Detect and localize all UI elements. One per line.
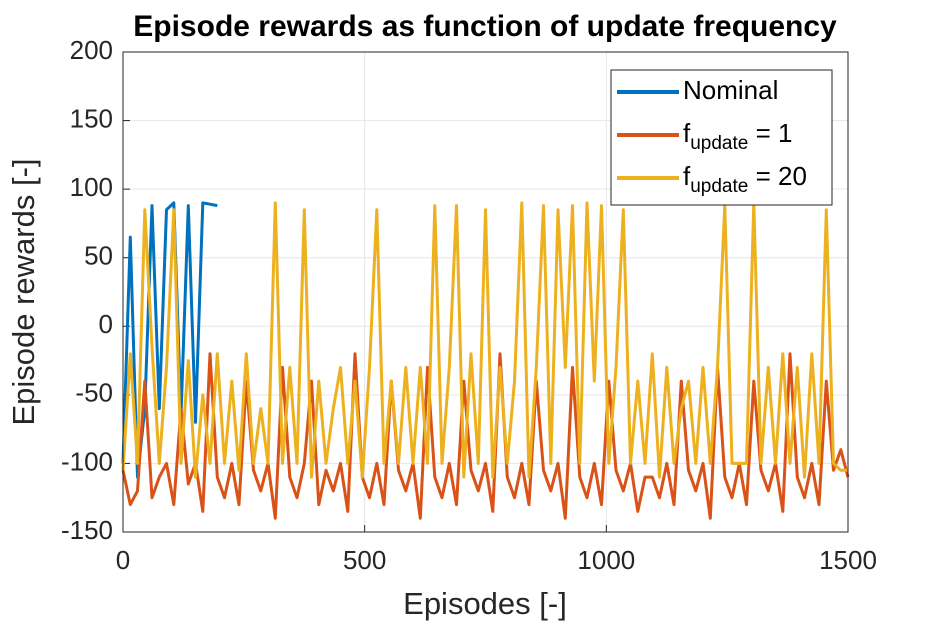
legend-label: fupdate = 20 (683, 161, 807, 197)
legend-label: Nominal (683, 75, 778, 105)
y-tick-label: 50 (84, 241, 113, 271)
series-line (121, 352, 850, 520)
y-tick-label: 200 (70, 35, 113, 65)
x-tick-label: 1000 (577, 545, 635, 575)
y-tick-label: 150 (70, 103, 113, 133)
y-tick-label: 0 (99, 309, 113, 339)
y-tick-label: 100 (70, 172, 113, 202)
series-line (121, 201, 848, 479)
y-tick-label: -100 (61, 446, 113, 476)
chart-title: Episode rewards as function of update fr… (133, 10, 837, 43)
y-tick-label: -50 (75, 378, 113, 408)
x-tick-label: 0 (116, 545, 130, 575)
legend-label: fupdate = 1 (683, 118, 792, 154)
x-tick-label: 500 (343, 545, 386, 575)
y-axis-label: Episode rewards [-] (6, 158, 41, 425)
x-axis-label: Episodes [-] (403, 586, 567, 621)
x-tick-label: 1500 (819, 545, 877, 575)
y-tick-label: -150 (61, 515, 113, 545)
axes-box (122, 51, 849, 533)
